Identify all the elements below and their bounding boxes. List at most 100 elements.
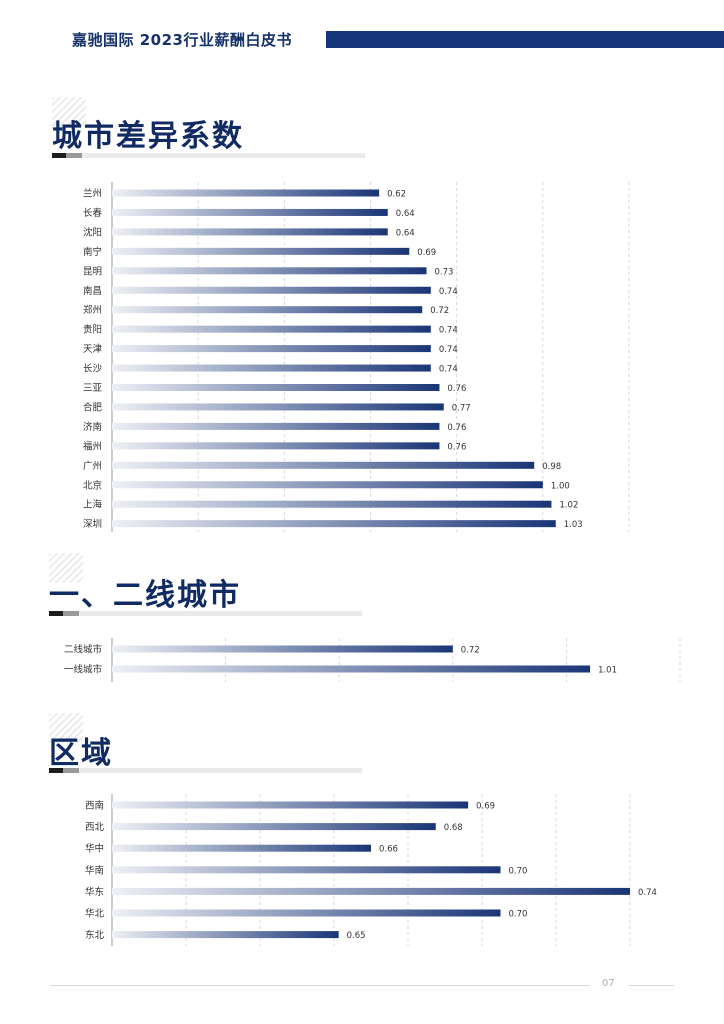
value-label: 0.74 — [439, 326, 458, 336]
bar — [112, 306, 423, 314]
category-label: 长沙 — [83, 363, 103, 375]
category-label: 广州 — [83, 460, 102, 472]
value-label: 0.74 — [439, 365, 458, 375]
bar — [112, 442, 440, 450]
value-label: 0.69 — [476, 802, 495, 812]
bar — [112, 384, 440, 391]
bar — [112, 931, 339, 939]
bar — [112, 228, 388, 236]
category-label: 西北 — [85, 822, 105, 833]
category-label: 郑州 — [83, 304, 102, 316]
category-label: 南宁 — [83, 246, 102, 258]
value-label: 0.64 — [396, 209, 415, 219]
bar — [112, 665, 591, 673]
value-label: 0.66 — [379, 845, 398, 855]
bar — [112, 267, 427, 275]
header-title: 嘉驰国际 2023行业薪酬白皮书 — [72, 31, 292, 49]
value-label: 0.76 — [447, 442, 466, 452]
section-title-region: 区域 — [49, 736, 113, 771]
category-label: 东北 — [85, 929, 105, 941]
title-underline — [49, 611, 362, 616]
category-label: 天津 — [83, 344, 103, 355]
category-label: 二线城市 — [64, 644, 103, 656]
bar — [112, 801, 469, 809]
bar — [112, 461, 535, 469]
bar — [112, 208, 388, 216]
category-label: 昆明 — [83, 266, 102, 277]
category-label: 济南 — [83, 421, 102, 433]
value-label: 1.03 — [564, 520, 583, 530]
value-label: 1.01 — [598, 666, 617, 676]
page-header: 嘉驰国际 2023行业薪酬白皮书 — [0, 28, 724, 52]
value-label: 0.73 — [435, 267, 454, 277]
category-label: 上海 — [83, 499, 103, 511]
value-label: 0.70 — [509, 910, 528, 920]
bar — [112, 325, 431, 333]
bar — [112, 364, 431, 372]
bar — [112, 189, 380, 197]
bar — [112, 645, 453, 653]
category-label: 深圳 — [83, 519, 102, 530]
title-decoration — [49, 713, 83, 743]
category-label: 一线城市 — [64, 664, 103, 676]
section-title-tier-cities: 一、二线城市 — [49, 578, 241, 613]
title-underline — [49, 768, 362, 773]
category-label: 华中 — [85, 843, 104, 855]
category-label: 西南 — [85, 800, 104, 812]
category-label: 华南 — [85, 864, 104, 876]
value-label: 0.76 — [447, 423, 466, 433]
value-label: 0.74 — [439, 345, 458, 355]
value-label: 0.62 — [387, 190, 406, 200]
value-label: 0.65 — [347, 931, 366, 941]
bar — [112, 823, 436, 831]
category-label: 三亚 — [83, 383, 103, 394]
category-label: 华北 — [85, 908, 105, 920]
bar — [112, 481, 543, 489]
bar — [112, 909, 501, 917]
category-label: 北京 — [83, 479, 102, 491]
page-number: 07 — [602, 978, 615, 989]
bar — [112, 500, 552, 508]
chart-svg: 二线城市 0.72 一线城市 1.01 — [64, 638, 681, 682]
bar — [112, 844, 371, 852]
value-label: 0.70 — [509, 866, 528, 876]
value-label: 0.72 — [430, 306, 449, 316]
bar — [112, 286, 431, 294]
value-label: 0.76 — [447, 384, 466, 394]
value-label: 0.74 — [638, 888, 657, 898]
value-label: 0.64 — [396, 228, 415, 238]
bar — [112, 520, 556, 528]
title-underline — [52, 153, 365, 158]
city-coefficient-chart: 兰州 0.62 长春 0.64 沈阳 0.64 南宁 0.69 昆明 0.73 南昌 0.74 郑州 0.… — [0, 180, 724, 536]
category-label: 福州 — [83, 440, 102, 452]
section-title-city-coefficient: 城市差异系数 — [52, 119, 244, 154]
value-label: 0.68 — [444, 823, 463, 833]
chart-svg: 兰州 0.62 长春 0.64 沈阳 0.64 南宁 0.69 昆明 0.73 南昌 0.74 郑州 0.… — [83, 182, 630, 532]
bar — [112, 866, 501, 874]
category-label: 华东 — [85, 886, 104, 898]
value-label: 1.02 — [559, 501, 578, 511]
bar — [112, 247, 410, 255]
value-label: 0.69 — [417, 248, 436, 258]
header-accent-bar — [326, 31, 724, 48]
value-label: 1.00 — [551, 481, 570, 491]
title-decoration — [52, 97, 86, 127]
bar — [112, 345, 431, 353]
category-label: 兰州 — [83, 188, 102, 200]
bar — [112, 422, 440, 430]
chart-svg: 西南 0.69 西北 0.68 华中 0.66 华南 0.70 华东 0.74 华北 0.70 东北 0.… — [85, 794, 657, 946]
tier-cities-chart: 二线城市 0.72 一线城市 1.01 — [0, 636, 724, 686]
bar — [112, 887, 630, 895]
category-label: 合肥 — [83, 401, 103, 413]
category-label: 贵阳 — [83, 324, 102, 336]
category-label: 长春 — [83, 207, 103, 219]
title-decoration — [49, 553, 83, 583]
value-label: 0.98 — [542, 462, 561, 472]
value-label: 0.77 — [452, 403, 471, 413]
value-label: 0.74 — [439, 287, 458, 297]
category-label: 南昌 — [83, 285, 102, 297]
footer-line — [50, 985, 590, 986]
value-label: 0.72 — [461, 646, 480, 656]
category-label: 沈阳 — [83, 226, 102, 238]
region-chart: 西南 0.69 西北 0.68 华中 0.66 华南 0.70 华东 0.74 华北 0.70 东北 0.… — [0, 792, 724, 950]
